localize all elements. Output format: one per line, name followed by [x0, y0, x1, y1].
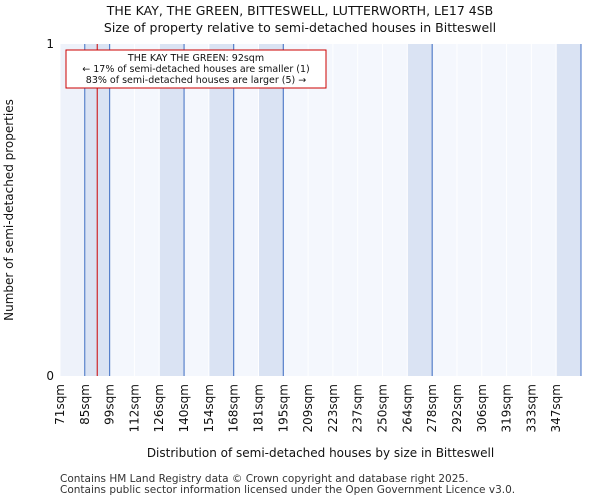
x-tick-label: 223sqm	[326, 384, 340, 432]
x-tick-label: 71sqm	[53, 384, 67, 425]
annotation-box	[65, 49, 327, 89]
y-tick-label: 0	[46, 369, 54, 383]
x-tick-label: 264sqm	[400, 384, 414, 432]
annotation-line-3: 83% of semi-detached houses are larger (…	[86, 75, 306, 86]
footer-line-1: Contains HM Land Registry data © Crown c…	[60, 473, 469, 485]
x-tick-label: 112sqm	[127, 384, 141, 432]
x-axis-label: Distribution of semi-detached houses by …	[147, 446, 494, 460]
bar	[556, 44, 581, 376]
x-tick-label: 292sqm	[450, 384, 464, 432]
x-tick-label: 168sqm	[227, 384, 241, 432]
footer-line-2: Contains public sector information licen…	[60, 484, 516, 496]
bar	[159, 44, 185, 376]
x-tick-label: 250sqm	[376, 384, 390, 432]
x-tick-label: 209sqm	[301, 384, 315, 432]
plot-area	[60, 44, 581, 376]
annotation-line-1: THE KAY THE GREEN: 92sqm	[127, 53, 264, 64]
x-tick-label: 126sqm	[152, 384, 166, 432]
x-tick-label: 140sqm	[177, 384, 191, 432]
x-tick-label: 278sqm	[425, 384, 439, 432]
x-tick-label: 99sqm	[103, 384, 117, 425]
chart-title: THE KAY, THE GREEN, BITTESWELL, LUTTERWO…	[106, 3, 494, 18]
y-tick-label: 1	[46, 37, 54, 51]
x-tick-label: 237sqm	[351, 384, 365, 432]
bar	[60, 44, 85, 376]
x-tick-label: 333sqm	[524, 384, 538, 432]
y-axis-label: Number of semi-detached properties	[2, 99, 16, 321]
bar	[208, 44, 234, 376]
x-tick-label: 85sqm	[78, 384, 92, 425]
annotation-line-2: ← 17% of semi-detached houses are smalle…	[82, 64, 310, 75]
chart-subtitle: Size of property relative to semi-detach…	[103, 20, 497, 35]
x-tick-label: 306sqm	[475, 384, 489, 432]
x-tick-label: 195sqm	[276, 384, 290, 432]
x-tick-label: 154sqm	[202, 384, 216, 432]
x-tick-label: 319sqm	[500, 384, 514, 432]
x-tick-label: 347sqm	[549, 384, 563, 432]
bar	[407, 44, 433, 376]
bar	[258, 44, 284, 376]
x-tick-label: 181sqm	[251, 384, 265, 432]
